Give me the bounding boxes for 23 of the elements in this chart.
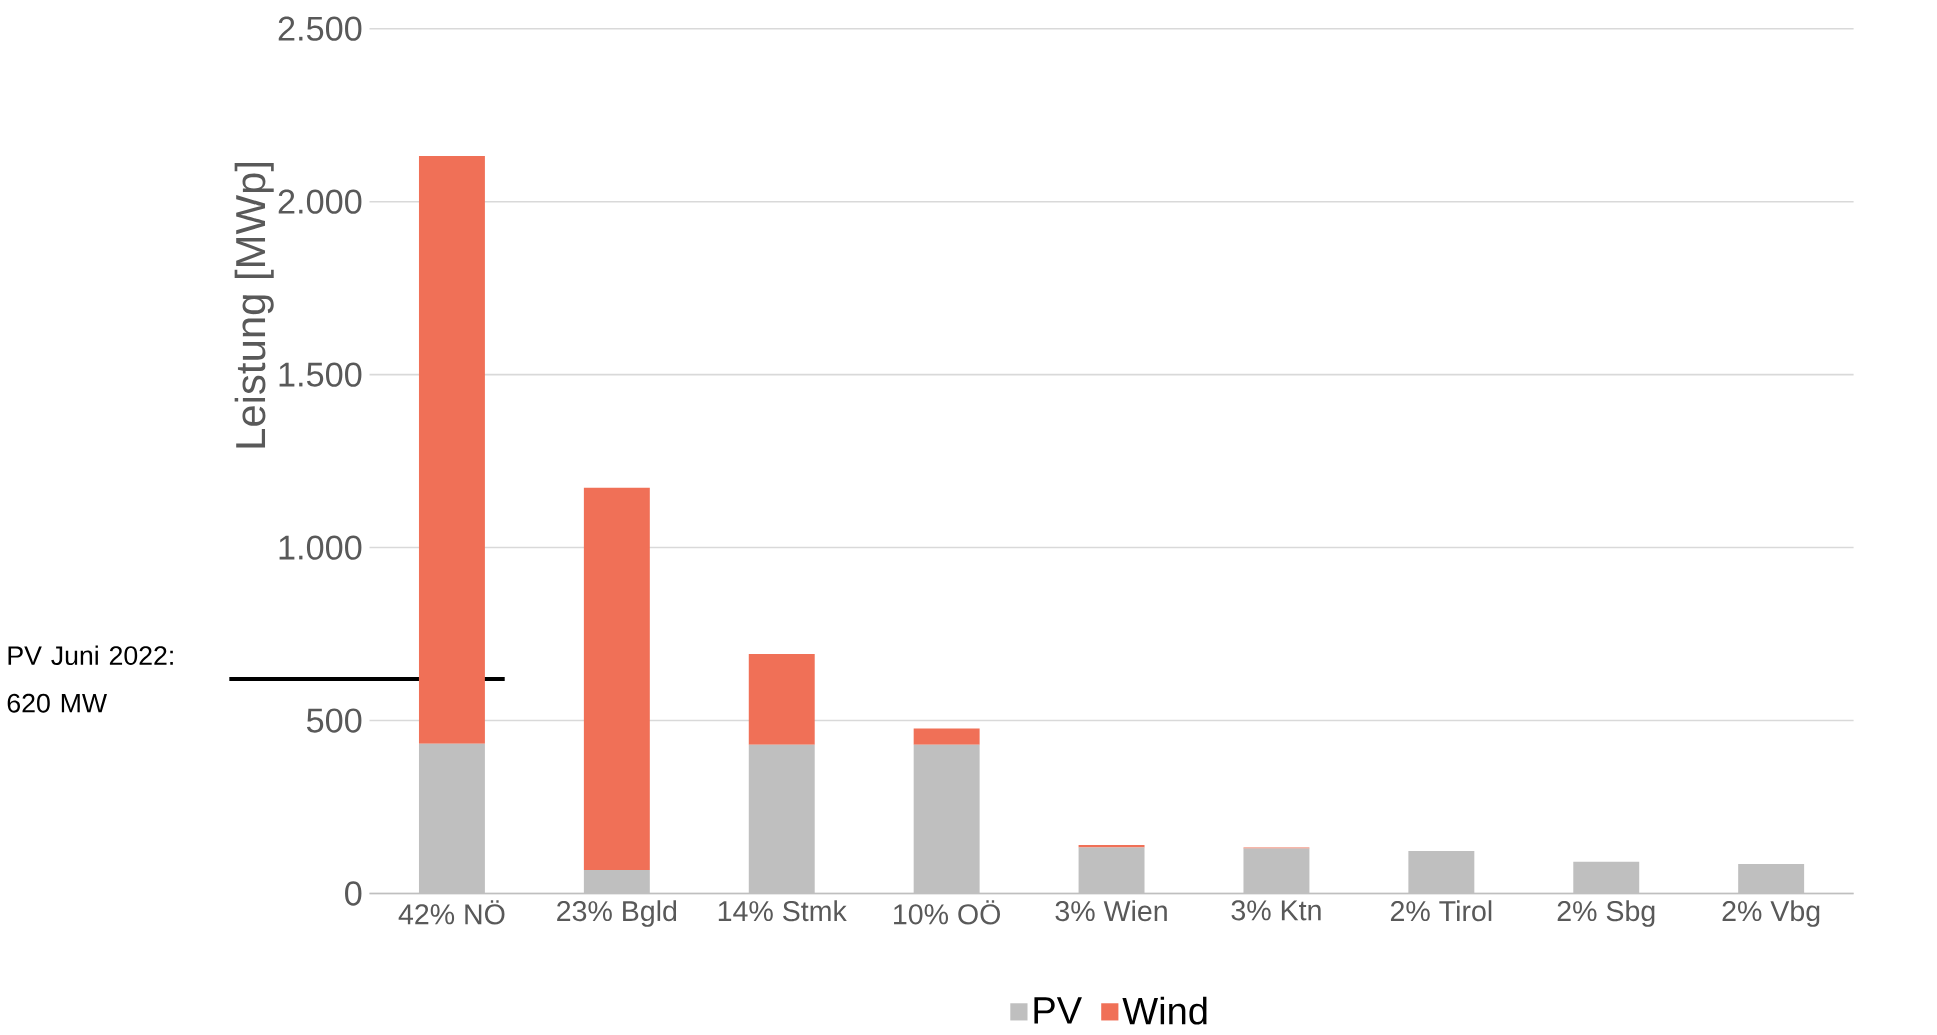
x-tick-label: 3% Ktn xyxy=(1231,900,1321,921)
x-tick-label: 14% Stmk xyxy=(718,900,847,922)
y-tick-label: 2.500 xyxy=(278,16,362,41)
x-tick-label: 10% OÖ xyxy=(894,900,1001,925)
bar xyxy=(913,728,980,745)
x-tick-label: 2% Vbg xyxy=(1722,900,1820,927)
bar xyxy=(748,654,815,745)
ref-line-label: PV Juni 2022: 620 MW xyxy=(7,645,173,713)
y-tick-label: 2.000 xyxy=(278,189,362,214)
y-axis-title: Leistung [MWp] xyxy=(234,163,274,448)
bar xyxy=(418,156,485,744)
y-tick-label: 0 xyxy=(345,881,362,906)
bar xyxy=(583,487,650,871)
x-tick-label: 23% Bgld xyxy=(557,900,677,927)
legend-label: Wind xyxy=(1122,996,1207,1025)
x-tick-label: 42% NÖ xyxy=(398,900,505,925)
y-tick-label: 1.000 xyxy=(279,535,362,560)
x-tick-label: 3% Wien xyxy=(1055,900,1167,922)
x-tick-label: 2% Sbg xyxy=(1557,900,1655,927)
y-tick-label: 1.500 xyxy=(279,362,362,387)
y-tick-label: 500 xyxy=(306,708,362,733)
x-tick-label: 2% Tirol xyxy=(1390,900,1492,922)
legend-label: PV xyxy=(1034,997,1082,1024)
